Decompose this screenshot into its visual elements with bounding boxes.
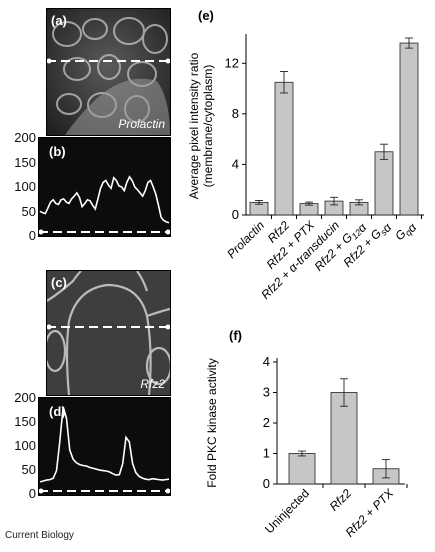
- y-tick-label: 4: [263, 354, 270, 369]
- panel-tag-a: (a): [51, 13, 67, 28]
- profile-endpoint: [39, 229, 44, 235]
- panel-tag-d: (d): [49, 404, 66, 419]
- profile-endpoint: [39, 488, 44, 494]
- bar: [399, 42, 419, 216]
- y-tick-label: 0: [263, 476, 270, 491]
- x-tick-label: Gqα: [392, 217, 420, 245]
- y-tick-label: 0: [232, 207, 239, 222]
- profile-b-ytick: 100: [14, 179, 36, 194]
- x-tick-label: Uninjected: [262, 486, 312, 536]
- y-axis-title: Average pixel intensity ratio(membrane/c…: [188, 52, 215, 199]
- bar: [288, 453, 316, 485]
- y-tick-label: 8: [232, 106, 239, 121]
- y-tick-label: 12: [225, 55, 239, 70]
- intensity-profile-line: [39, 175, 170, 224]
- profile-endpoint: [165, 488, 170, 494]
- intensity-profile-line: [39, 406, 170, 483]
- bar: [374, 151, 394, 216]
- intensity-profile-b-plot: [39, 175, 170, 235]
- x-tick-label: Prolactin: [224, 218, 267, 261]
- y-tick-label: 3: [263, 385, 270, 400]
- profile-d-ytick: 50: [21, 462, 36, 477]
- y-tick-label: 4: [232, 156, 239, 171]
- profile-b-ytick: 150: [14, 155, 36, 170]
- profile-d-ytick: 150: [14, 414, 36, 429]
- panel-tag-b: (b): [49, 144, 66, 159]
- profile-d-ytick: 100: [14, 438, 36, 453]
- bar: [274, 81, 294, 216]
- micrograph-prolactin: (a) Prolactin: [46, 8, 171, 136]
- micrograph-rfz2: (c) Rfz2: [46, 270, 171, 396]
- y-tick-label: 1: [263, 446, 270, 461]
- x-tick-label: Rfz2: [327, 486, 355, 514]
- bar: [330, 392, 358, 485]
- profile-b-ytick: 50: [21, 204, 36, 219]
- micrograph-prolactin-image: [47, 9, 170, 135]
- panel-tag: (f): [229, 328, 242, 343]
- profile-d-ytick: 0: [28, 486, 36, 501]
- micrograph-rfz2-image: [47, 271, 170, 395]
- micrograph-label-rfz2: Rfz2: [140, 377, 165, 391]
- profile-d-ytick: 200: [14, 390, 36, 405]
- intensity-profile-d: (d): [38, 397, 171, 496]
- profile-b-ytick: 0: [28, 228, 36, 243]
- panel-tag-c: (c): [51, 275, 67, 290]
- intensity-profile-d-plot: [39, 406, 170, 494]
- profile-b-ytick: 200: [14, 130, 36, 145]
- profile-endpoint: [165, 229, 170, 235]
- micrograph-label-prolactin: Prolactin: [118, 117, 165, 131]
- bar-chart-e: (e) Average pixel intensity ratio(membran…: [188, 8, 424, 302]
- journal-footer: Current Biology: [5, 530, 74, 541]
- bar-chart-f: (f) Fold PKC kinase activity 0 1 2 3 4 Uninject…: [205, 328, 408, 540]
- y-tick-label: 2: [263, 415, 270, 430]
- panel-tag: (e): [198, 8, 214, 23]
- y-axis-title: Fold PKC kinase activity: [205, 358, 219, 487]
- intensity-profile-b: (b): [38, 137, 171, 237]
